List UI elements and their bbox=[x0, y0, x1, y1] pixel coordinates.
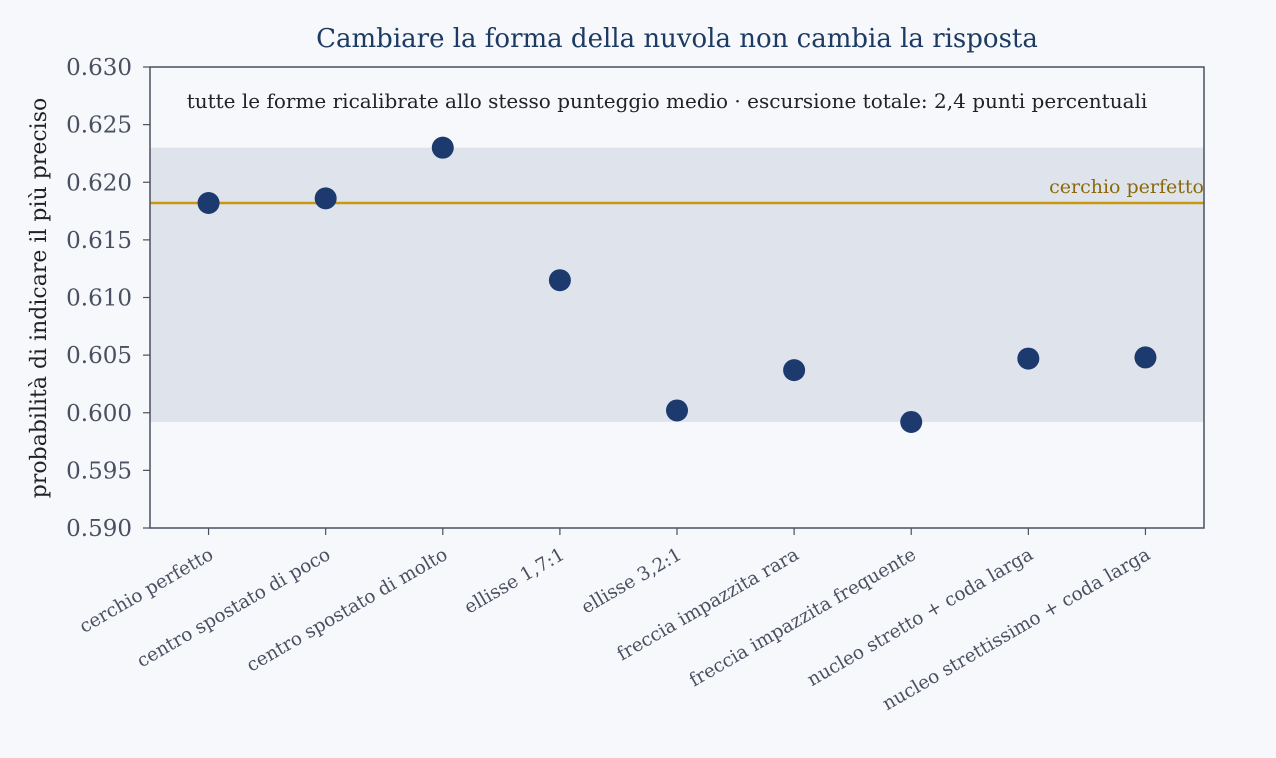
range-band bbox=[150, 147, 1204, 422]
data-point bbox=[1017, 347, 1040, 370]
data-point bbox=[666, 399, 688, 422]
plot-frame bbox=[149, 66, 1205, 529]
y-tick-label: 0.615 bbox=[66, 228, 132, 254]
data-point bbox=[1134, 346, 1157, 369]
x-tick-label: nucleo stretto + coda larga bbox=[804, 544, 1037, 691]
data-point bbox=[197, 191, 220, 214]
x-tick-label: centro spostato di molto bbox=[243, 544, 451, 676]
data-point bbox=[900, 410, 923, 433]
y-tick-label: 0.595 bbox=[66, 458, 132, 484]
reference-line-label: cerchio perfetto bbox=[1049, 176, 1204, 198]
x-tick-label: ellisse 3,2:1 bbox=[578, 544, 685, 618]
x-tick-label: ellisse 1,7:1 bbox=[461, 544, 568, 618]
y-axis-label: probabilità di indicare il più preciso bbox=[27, 98, 52, 498]
data-point bbox=[314, 187, 337, 210]
y-tick-label: 0.600 bbox=[66, 401, 132, 427]
y-tick-label: 0.620 bbox=[66, 170, 132, 196]
chart-annotation: tutte le forme ricalibrate allo stesso p… bbox=[187, 89, 1148, 113]
y-tick-label: 0.610 bbox=[66, 286, 132, 312]
data-point bbox=[783, 359, 806, 382]
chart-title: Cambiare la forma della nuvola non cambi… bbox=[316, 24, 1038, 54]
x-tick-label: freccia impazzita frequente bbox=[686, 544, 920, 691]
y-tick-label: 0.590 bbox=[66, 516, 132, 542]
x-tick-label: centro spostato di poco bbox=[134, 544, 335, 672]
y-tick-label: 0.625 bbox=[66, 113, 132, 139]
y-tick-label: 0.605 bbox=[66, 343, 132, 369]
y-tick-label: 0.630 bbox=[66, 55, 132, 81]
data-point bbox=[431, 136, 454, 159]
plot-area: cerchio perfetto 0.590 0.595 0.600 0.605 0.61… bbox=[66, 55, 1205, 715]
data-point bbox=[548, 269, 571, 292]
